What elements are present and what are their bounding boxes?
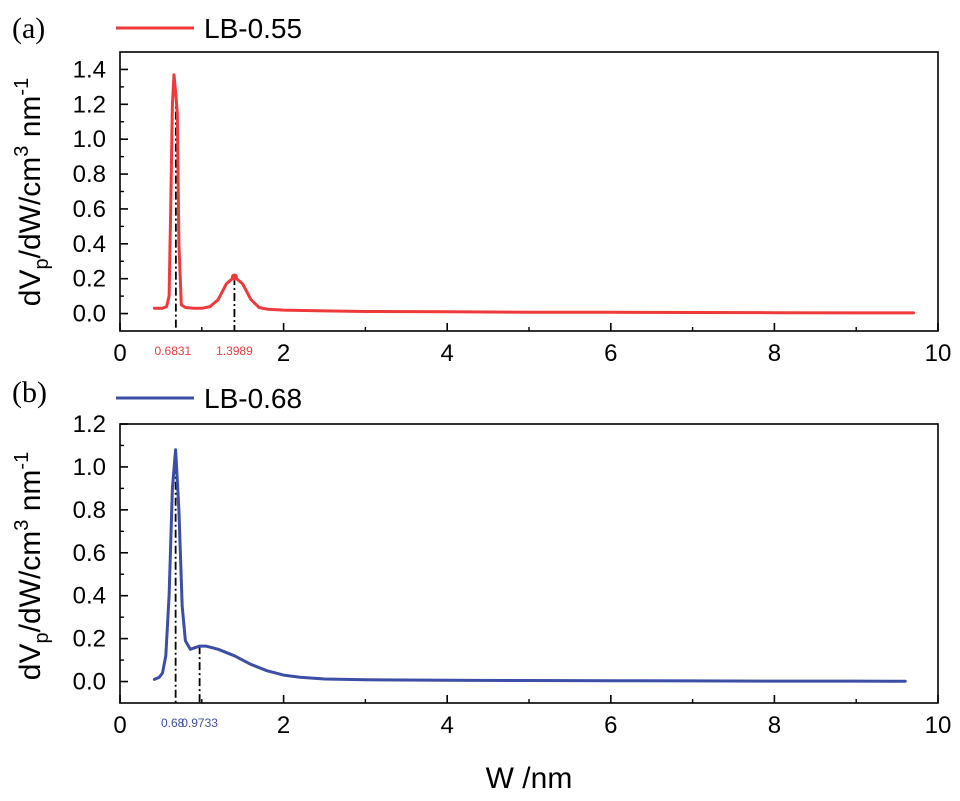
panel-a-label: (a) xyxy=(12,12,45,45)
x-tick-label-b-5: 10 xyxy=(925,712,952,739)
svg-text:dVp/dW/cm3 nm-1: dVp/dW/cm3 nm-1 xyxy=(11,452,53,680)
y-tick-label-a-5: 1.0 xyxy=(73,126,106,153)
panel-a: (a) LB-0.55 0 2 4 6 8 10 0.0 0.2 0.4 0.6 0.8 1.0 1.2… xyxy=(11,12,951,367)
x-tick-label-a-4: 8 xyxy=(768,340,781,367)
annotation-label-b-0: 0.68 xyxy=(161,716,185,730)
ylabel-b-part3: nm xyxy=(14,470,47,520)
y-tick-label-b-1: 0.2 xyxy=(73,626,106,653)
annotation-label-a-1: 1.3989 xyxy=(216,344,253,358)
series-line-a xyxy=(152,73,915,315)
peak-marker-a xyxy=(230,273,238,281)
y-tick-label-a-3: 0.6 xyxy=(73,196,106,223)
x-tick-label-a-0: 0 xyxy=(113,340,126,367)
y-tick-label-b-5: 1.0 xyxy=(73,454,106,481)
x-tick-label-a-3: 6 xyxy=(604,340,617,367)
panel-b-label: (b) xyxy=(12,376,47,409)
panel-b: (b) LB-0.68 0 2 4 6 8 10 0.0 0.2 0.4 0.6 0.8 1.0 1.2… xyxy=(11,376,951,795)
y-tick-label-a-0: 0.0 xyxy=(73,301,106,328)
ylabel-a-sup2: -1 xyxy=(11,78,33,96)
x-tick-label-a-5: 10 xyxy=(925,340,952,367)
ylabel-b-sub: p xyxy=(31,632,53,643)
y-tick-label-a-2: 0.4 xyxy=(73,231,106,258)
x-tick-label-b-2: 4 xyxy=(441,712,454,739)
x-tick-label-a-1: 2 xyxy=(277,340,290,367)
x-tick-label-a-2: 4 xyxy=(441,340,454,367)
ylabel-a-sub: p xyxy=(31,258,53,269)
legend-b-label: LB-0.68 xyxy=(204,383,302,414)
series-line-b xyxy=(152,448,907,683)
ylabel-b-part1: dV xyxy=(14,644,47,681)
ylabel-a-part2: /dW/cm xyxy=(14,157,47,259)
ylabel-a-part3: nm xyxy=(14,96,47,146)
ticks-a: 0 2 4 6 8 10 0.0 0.2 0.4 0.6 0.8 1.0 1.2 1.4 xyxy=(73,56,952,367)
y-tick-label-a-7: 1.4 xyxy=(73,56,106,83)
ylabel-b-sup1: 3 xyxy=(11,520,33,531)
y-tick-label-a-1: 0.2 xyxy=(73,266,106,293)
x-tick-label-b-0: 0 xyxy=(113,712,126,739)
x-axis-title: W /nm xyxy=(486,762,573,795)
y-tick-label-b-6: 1.2 xyxy=(73,411,106,438)
y-axis-title-b: dVp/dW/cm3 nm-1 xyxy=(11,452,53,680)
plot-frame-a xyxy=(119,51,939,332)
y-tick-label-b-2: 0.4 xyxy=(73,583,106,610)
ylabel-a-sup1: 3 xyxy=(11,146,33,157)
marks-b: 0.680.9733 xyxy=(152,448,907,730)
y-tick-label-a-4: 0.8 xyxy=(73,161,106,188)
x-tick-label-b-1: 2 xyxy=(277,712,290,739)
ylabel-b-sup2: -1 xyxy=(11,452,33,470)
legend-a-label: LB-0.55 xyxy=(204,13,302,44)
marks-a: 0.6831 1.3989 xyxy=(152,73,915,358)
y-tick-label-b-4: 0.8 xyxy=(73,497,106,524)
x-tick-label-b-3: 6 xyxy=(604,712,617,739)
ylabel-b-part2: /dW/cm xyxy=(14,531,47,633)
ticks-b: 0 2 4 6 8 10 0.0 0.2 0.4 0.6 0.8 1.0 1.2 xyxy=(73,411,952,739)
y-tick-label-b-3: 0.6 xyxy=(73,540,106,567)
annotation-label-b-1: 0.9733 xyxy=(181,716,218,730)
ylabel-a-part1: dV xyxy=(14,270,47,307)
y-tick-label-a-6: 1.2 xyxy=(73,91,106,118)
x-tick-label-b-4: 8 xyxy=(768,712,781,739)
svg-text:dVp/dW/cm3 nm-1: dVp/dW/cm3 nm-1 xyxy=(11,78,53,306)
y-tick-label-b-0: 0.0 xyxy=(73,669,106,696)
y-axis-title-a: dVp/dW/cm3 nm-1 xyxy=(11,78,53,306)
annotation-label-a-0: 0.6831 xyxy=(155,344,192,358)
